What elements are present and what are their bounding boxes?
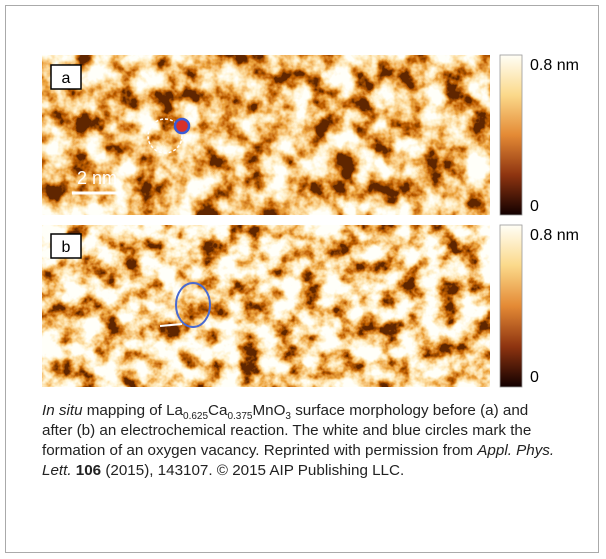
colorbar-min: 0	[530, 369, 539, 386]
colorbar	[500, 225, 522, 387]
figure: a 2 nm 0.8 nm 0 b 0.8 nm 0	[0, 0, 606, 400]
vacancy-marker	[175, 119, 189, 133]
colorbar	[500, 55, 522, 215]
caption-text: 106	[76, 462, 101, 479]
caption-text: mapping of La	[83, 402, 183, 419]
colorbar-min: 0	[530, 198, 539, 215]
caption-text: 0.375	[227, 411, 252, 422]
caption-text: In situ	[42, 402, 83, 419]
colorbar-max: 0.8 nm	[530, 57, 579, 74]
panel-label: a	[62, 70, 71, 87]
caption-text: MnO	[253, 402, 286, 419]
caption: In situ mapping of La0.625Ca0.375MnO3 su…	[42, 401, 562, 481]
caption-text: 0.625	[183, 411, 208, 422]
stm-image	[42, 225, 490, 387]
panel-label: b	[62, 239, 71, 256]
page: a 2 nm 0.8 nm 0 b 0.8 nm 0 In situ mappi…	[0, 0, 606, 559]
scale-bar-label: 2 nm	[77, 168, 117, 188]
stm-image	[42, 55, 490, 215]
caption-text: Ca	[208, 402, 227, 419]
colorbar-max: 0.8 nm	[530, 227, 579, 244]
caption-text: (2015), 143107. © 2015 AIP Publishing LL…	[101, 462, 404, 479]
